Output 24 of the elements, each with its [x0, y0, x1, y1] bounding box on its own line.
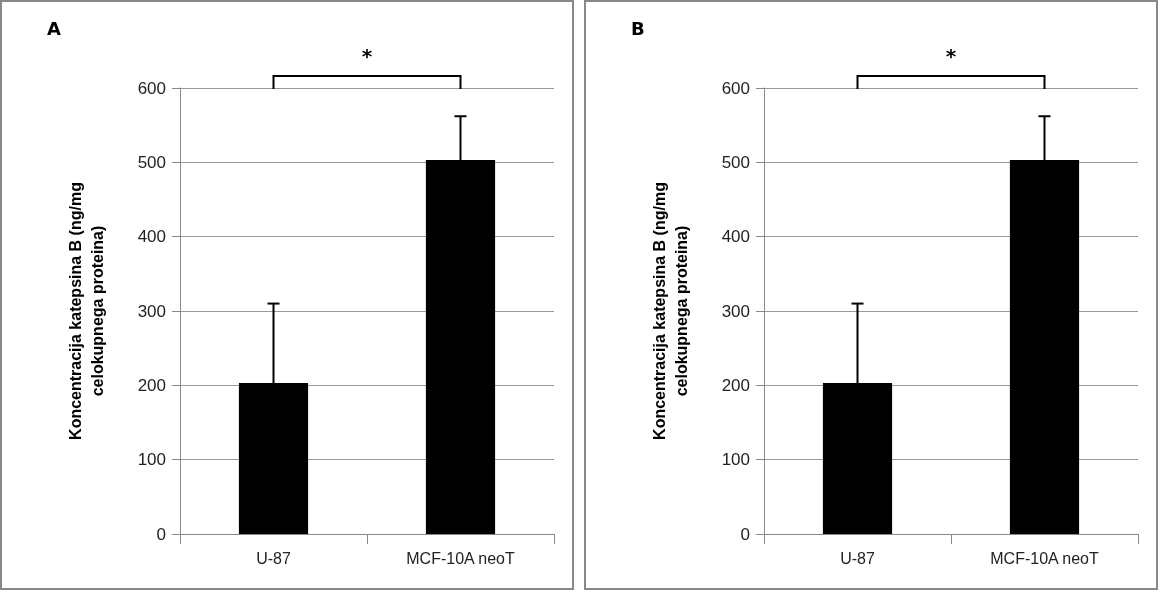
x-tick-label: U-87 — [840, 549, 875, 567]
y-tick-label: 400 — [137, 227, 166, 247]
text: * — [361, 44, 373, 68]
y-tick-label: 500 — [721, 152, 750, 172]
y-tick-label: 100 — [721, 450, 750, 470]
y-tick-label: 0 — [740, 524, 750, 544]
y-tick-label: 600 — [721, 78, 750, 98]
x-tick-label: MCF-10A neoT — [990, 549, 1099, 567]
y-tick-label: 500 — [137, 152, 166, 172]
y-tick-label: 400 — [721, 227, 750, 247]
chart-title: B — [631, 17, 645, 39]
y-axis-title: Koncentracija katepsina B (ng/mg celokupnega proteina) — [66, 182, 106, 440]
y-tick-label: 100 — [137, 450, 166, 470]
text: * — [945, 44, 957, 68]
y-tick-label: 0 — [156, 524, 166, 544]
x-tick-label: U-87 — [256, 549, 291, 567]
y-tick-label: 200 — [721, 375, 750, 395]
y-tick-label: 300 — [137, 301, 166, 321]
x-tick-label: MCF-10A neoT — [406, 549, 515, 567]
chart-title: A — [47, 17, 61, 39]
y-axis-title: Koncentracija katepsina B (ng/mg celokupnega proteina) — [650, 182, 690, 440]
y-tick-label: 300 — [721, 301, 750, 321]
y-tick-label: 200 — [137, 375, 166, 395]
y-tick-label: 600 — [137, 78, 166, 98]
